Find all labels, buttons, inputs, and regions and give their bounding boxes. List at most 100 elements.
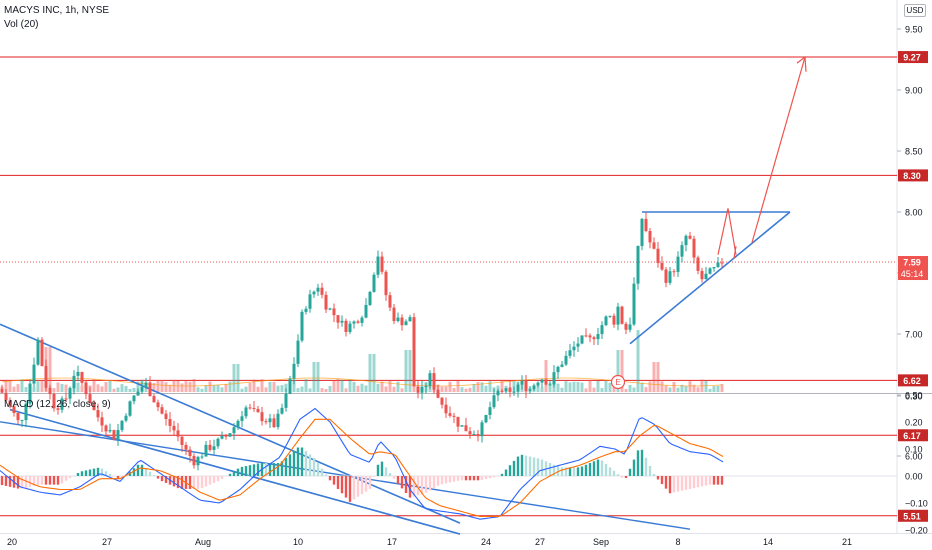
time-axis-tick-label: Aug bbox=[195, 537, 211, 547]
macd-axis-tick-label: −0.20 bbox=[905, 526, 928, 536]
volume-bar bbox=[552, 383, 556, 392]
candle-body bbox=[20, 420, 24, 422]
macd-histogram-bar bbox=[140, 464, 144, 476]
volume-bar bbox=[476, 382, 480, 392]
macd-histogram-bar bbox=[60, 476, 64, 484]
currency-button[interactable]: USD bbox=[904, 4, 926, 17]
volume-bar bbox=[628, 384, 632, 392]
macd-axis-tick-label: 0.00 bbox=[905, 472, 923, 482]
candle-body bbox=[636, 246, 640, 284]
volume-bar bbox=[684, 386, 688, 392]
macd-histogram-bar bbox=[684, 476, 688, 490]
volume-bar bbox=[560, 387, 564, 392]
volume-bar bbox=[292, 379, 296, 392]
macd-histogram-bar bbox=[284, 457, 288, 476]
candle-body bbox=[68, 388, 72, 399]
target-arrow-head bbox=[796, 55, 807, 72]
candle-body bbox=[12, 406, 16, 413]
macd-histogram-bar bbox=[196, 476, 200, 489]
time-axis-tick-label: 27 bbox=[102, 537, 112, 547]
volume-bar bbox=[440, 386, 444, 392]
volume-bar bbox=[588, 379, 592, 392]
macd-histogram-bar bbox=[600, 460, 604, 476]
candle-body bbox=[176, 430, 180, 437]
channel-upper-line bbox=[0, 323, 461, 524]
candle-body bbox=[476, 434, 480, 437]
candle-body bbox=[108, 430, 112, 432]
macd-histogram-bar bbox=[428, 476, 432, 491]
candle-body bbox=[524, 380, 528, 391]
volume-bar bbox=[400, 388, 404, 392]
level-tag-label: 8.30 bbox=[903, 171, 921, 181]
macd-histogram-bar bbox=[112, 476, 116, 477]
macd-histogram-bar bbox=[492, 476, 496, 478]
macd-histogram-bar bbox=[24, 476, 28, 488]
candle-body bbox=[484, 414, 488, 423]
candle-body bbox=[284, 393, 288, 408]
candle-body bbox=[712, 267, 716, 269]
volume-bar bbox=[4, 380, 8, 392]
candle-body bbox=[236, 420, 240, 428]
volume-bar bbox=[592, 387, 596, 392]
macd-histogram-bar bbox=[704, 476, 708, 486]
macd-histogram-bar bbox=[512, 460, 516, 476]
volume-bar bbox=[228, 381, 232, 392]
volume-bar bbox=[120, 384, 124, 392]
volume-bar bbox=[240, 388, 244, 392]
macd-histogram-bar bbox=[572, 467, 576, 476]
candle-body bbox=[264, 421, 268, 423]
macd-histogram-bar bbox=[92, 468, 96, 476]
macd-histogram-bar bbox=[72, 475, 76, 477]
volume-bar bbox=[312, 362, 316, 392]
candle-body bbox=[96, 410, 100, 418]
macd-histogram-bar bbox=[56, 476, 60, 485]
candle-body bbox=[576, 343, 580, 347]
macd-histogram-bar bbox=[104, 471, 108, 476]
volume-bar bbox=[360, 383, 364, 392]
candle-body bbox=[660, 262, 664, 270]
candle-body bbox=[696, 257, 700, 271]
candle-body bbox=[172, 425, 176, 431]
candle-body bbox=[156, 402, 160, 408]
candle-body bbox=[52, 393, 56, 409]
macd-histogram-bar bbox=[664, 476, 668, 489]
macd-legend[interactable]: MACD (12, 26, close, 9) bbox=[4, 399, 111, 410]
macd-histogram-bar bbox=[644, 457, 648, 476]
candle-body bbox=[448, 413, 452, 416]
earnings-marker-label: E bbox=[615, 378, 620, 387]
macd-histogram-bar bbox=[212, 476, 216, 483]
level-tag-label: 5.51 bbox=[903, 511, 921, 521]
volume-bar bbox=[704, 380, 708, 392]
volume-bar bbox=[232, 364, 236, 392]
macd-histogram-bar bbox=[192, 476, 196, 489]
macd-histogram-bar bbox=[604, 463, 608, 476]
macd-histogram-bar bbox=[484, 476, 488, 480]
candle-body bbox=[244, 407, 248, 417]
symbol-legend[interactable]: MACYS INC, 1h, NYSE bbox=[4, 5, 110, 16]
level-tag bbox=[898, 374, 928, 387]
volume-bar bbox=[564, 381, 568, 392]
macd-histogram-bar bbox=[440, 476, 444, 485]
volume-bar bbox=[712, 386, 716, 392]
macd-histogram-bar bbox=[404, 476, 408, 493]
candle-body bbox=[48, 387, 52, 394]
time-axis[interactable]: 20 27 Aug 10 17 24 27 Sep 8 14 21 bbox=[7, 537, 852, 547]
macd-histogram-bar bbox=[264, 463, 268, 476]
countdown-label: 45:14 bbox=[901, 269, 924, 279]
candle-body bbox=[488, 407, 492, 415]
candle-body bbox=[248, 407, 252, 409]
volume-bar bbox=[284, 383, 288, 392]
macd-histogram-bar bbox=[380, 461, 384, 476]
candle-body bbox=[704, 273, 708, 280]
macd-histogram-bar bbox=[240, 466, 244, 476]
candle-body bbox=[444, 404, 448, 414]
candle-body bbox=[656, 248, 660, 263]
volume-bar bbox=[472, 384, 476, 392]
volume-legend[interactable]: Vol (20) bbox=[4, 19, 39, 30]
volume-bar bbox=[64, 384, 68, 392]
candle-body bbox=[684, 235, 688, 246]
macd-histogram-bar bbox=[348, 476, 352, 502]
macd-histogram-bar bbox=[296, 447, 300, 476]
candle-body bbox=[276, 413, 280, 428]
